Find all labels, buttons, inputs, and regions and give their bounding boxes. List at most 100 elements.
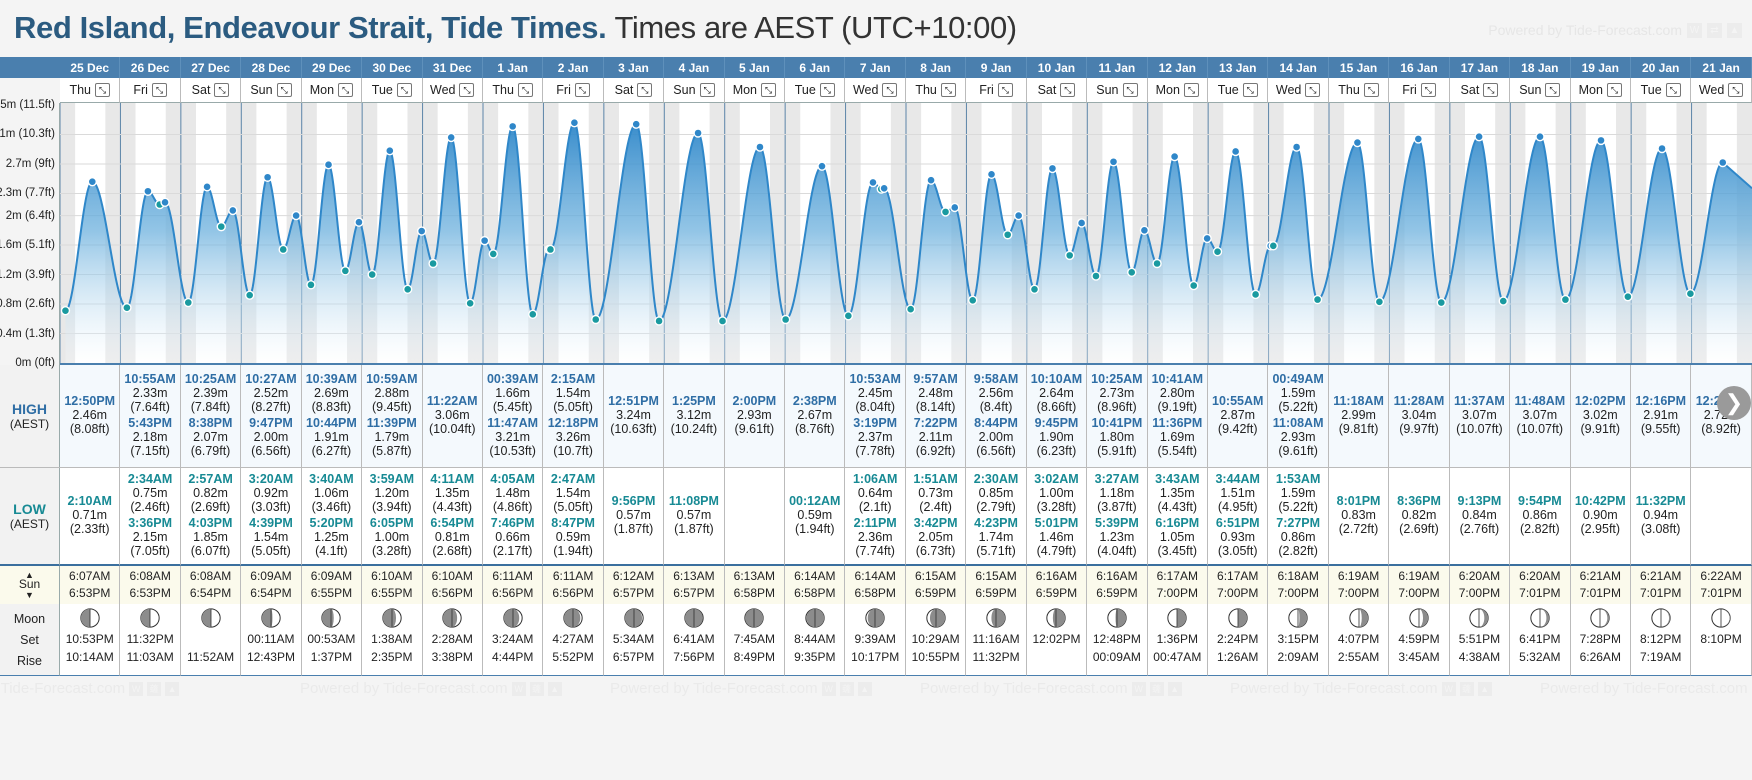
weekday-header-26: Tue ⤡ xyxy=(1630,78,1692,103)
moonset-time: 7:28PM xyxy=(1579,632,1621,646)
weekday-header-24: Sun ⤡ xyxy=(1510,78,1571,103)
low-tide-event-20-0: 1:53AM 1.59m (5.22ft) xyxy=(1276,472,1320,514)
expand-day-icon[interactable]: ⤡ xyxy=(997,83,1013,97)
expand-day-icon[interactable]: ⤡ xyxy=(1728,83,1744,97)
low-tide-event-16-0-time: 3:02AM xyxy=(1034,472,1079,486)
expand-day-icon[interactable]: ⤡ xyxy=(1305,83,1321,97)
expand-day-icon[interactable]: ⤡ xyxy=(1606,83,1622,97)
low-tide-event-13-1-time: 2:11PM xyxy=(853,516,897,530)
expand-day-icon[interactable]: ⤡ xyxy=(1242,83,1258,97)
expand-day-icon[interactable]: ⤡ xyxy=(1122,83,1138,97)
low-tide-event-7-1-time: 7:46PM xyxy=(490,516,535,530)
date-header-5: 30 Dec xyxy=(362,57,423,78)
high-tide-event-0-0-time: 12:50PM xyxy=(64,394,116,408)
expand-day-icon[interactable]: ⤡ xyxy=(1665,83,1681,97)
moonrise-time: 11:52AM xyxy=(186,650,235,664)
high-tide-event-24-0-time: 11:48AM xyxy=(1514,394,1566,408)
high-tide-point-43 xyxy=(879,183,889,194)
low-tide-event-1-0-time: 2:34AM xyxy=(127,472,173,486)
expand-day-icon[interactable]: ⤡ xyxy=(1060,83,1076,97)
expand-day-icon[interactable]: ⤡ xyxy=(151,83,167,97)
moon-cell-19: 2:24PM 1:26AM xyxy=(1208,604,1269,676)
expand-day-icon[interactable]: ⤡ xyxy=(761,83,777,97)
moonrise-time: 11:03AM xyxy=(126,650,174,664)
expand-day-icon[interactable]: ⤡ xyxy=(338,83,354,97)
moonset-time: 4:59PM xyxy=(1398,632,1440,646)
expand-day-icon[interactable]: ⤡ xyxy=(214,83,230,97)
moon-phase-icon xyxy=(623,608,644,628)
weekday-label: Sun xyxy=(1096,83,1119,97)
high-tide-cell-26: 12:16PM 2.91m (9.55ft) xyxy=(1630,365,1692,467)
high-tide-point-55 xyxy=(1076,218,1087,228)
moon-lit-area xyxy=(1418,608,1429,628)
high-tide-event-8-0-time: 2:15AM xyxy=(550,372,596,386)
moonrise-time: 4:38AM xyxy=(1458,650,1501,664)
expand-day-icon[interactable]: ⤡ xyxy=(819,83,835,97)
expand-day-icon[interactable]: ⤡ xyxy=(1183,83,1199,97)
high-tide-event-19-0-feet: (9.42ft) xyxy=(1217,422,1258,436)
moon-phase-icon xyxy=(1046,608,1067,628)
tide-chart-plot xyxy=(60,103,1752,365)
sunset-time: 7:00PM xyxy=(1156,586,1198,600)
high-tide-event-13-1-time: 3:19PM xyxy=(853,416,898,430)
expand-day-icon[interactable]: ⤡ xyxy=(699,83,715,97)
moonset-time: 1:36PM xyxy=(1156,632,1198,646)
low-tide-event-17-1-feet: (4.04ft) xyxy=(1097,544,1137,558)
high-tide-event-23-0-feet: (10.07ft) xyxy=(1456,422,1503,436)
moon-phase-icon xyxy=(321,608,342,628)
date-header-22: 16 Jan xyxy=(1389,57,1450,78)
low-tide-point-20 xyxy=(402,284,413,294)
expand-day-icon[interactable]: ⤡ xyxy=(940,83,956,97)
low-tide-event-2-1-time: 4:03PM xyxy=(188,516,233,530)
high-tide-cell-19: 10:55AM 2.87m (9.42ft) xyxy=(1208,365,1269,467)
expand-day-icon[interactable]: ⤡ xyxy=(94,83,110,97)
high-tide-event-3-1-feet: (6.56ft) xyxy=(251,444,291,458)
expand-day-icon[interactable]: ⤡ xyxy=(1483,83,1499,97)
moon-phase-icon xyxy=(1711,608,1731,628)
high-tide-event-13-0-metres: 2.45m xyxy=(857,386,893,400)
expand-day-icon[interactable]: ⤡ xyxy=(1420,83,1436,97)
expand-day-icon[interactable]: ⤡ xyxy=(637,83,653,97)
expand-day-icon[interactable]: ⤡ xyxy=(517,83,533,97)
expand-day-icon[interactable]: ⤡ xyxy=(459,83,475,97)
moonrise-time: 1:37PM xyxy=(310,650,353,664)
moonset-time xyxy=(209,630,212,648)
expand-day-icon[interactable]: ⤡ xyxy=(1545,83,1561,97)
low-tide-event-23-0-feet: (2.76ft) xyxy=(1459,522,1500,536)
date-header-21: 15 Jan xyxy=(1329,57,1390,78)
low-tide-event-16-1-time: 5:01PM xyxy=(1034,516,1079,530)
low-tide-event-4-1: 5:20PM 1.25m (4.1ft) xyxy=(310,516,354,558)
sunrise-time: 6:13AM xyxy=(733,568,776,583)
low-tide-event-5-1-feet: (3.28ft) xyxy=(372,544,412,558)
expand-day-icon[interactable]: ⤡ xyxy=(882,83,898,97)
low-tide-event-8-0: 2:47AM 1.54m (5.05ft) xyxy=(551,472,595,514)
high-tide-event-7-0-metres: 1.66m xyxy=(495,386,531,400)
expand-day-icon[interactable]: ⤡ xyxy=(574,83,590,97)
high-tide-event-6-0: 11:22AM 3.06m (10.04ft) xyxy=(427,394,478,436)
low-tide-event-2-0-metres: 0.82m xyxy=(193,486,228,500)
expand-day-icon[interactable]: ⤡ xyxy=(1363,83,1379,97)
high-tide-event-15-1: 8:44PM 2.00m (6.56ft) xyxy=(974,416,1018,458)
low-tide-event-1-0-feet: (2.46ft) xyxy=(130,500,170,514)
scroll-right-button[interactable]: ❯ xyxy=(1717,386,1751,420)
high-tide-event-5-1: 11:39PM 1.79m (5.87ft) xyxy=(367,416,417,458)
low-tide-point-10 xyxy=(244,290,255,300)
expand-day-icon[interactable]: ⤡ xyxy=(396,83,412,97)
low-tide-cell-8: 2:47AM 1.54m (5.05ft) 8:47PM 0.59m (1.94ft) xyxy=(543,468,604,566)
low-tide-event-8-1-feet: (1.94ft) xyxy=(553,544,593,558)
low-tide-event-13-1-metres: 2.36m xyxy=(857,530,893,544)
sun-cell-8: 6:11AM 6:56PM xyxy=(543,566,604,604)
high-tide-point-37 xyxy=(755,142,765,152)
high-tide-event-2-1-feet: (6.79ft) xyxy=(190,444,231,458)
low-tide-event-4-1-feet: (4.1ft) xyxy=(315,544,348,558)
expand-day-icon[interactable]: ⤡ xyxy=(276,83,292,97)
sunrise-time: 6:21AM xyxy=(1579,568,1621,583)
high-tide-event-14-1: 7:22PM 2.11m (6.92ft) xyxy=(914,416,958,458)
low-tide-event-5-1: 6:05PM 1.00m (3.28ft) xyxy=(370,516,414,558)
high-tide-point-65 xyxy=(1230,146,1241,157)
sun-cell-22: 6:19AM 7:00PM xyxy=(1389,566,1450,604)
high-tide-cell-16: 10:10AM 2.64m (8.66ft) 9:45PM 1.90m (6.23ft) xyxy=(1026,365,1088,467)
sun-cell-0: 6:07AM 6:53PM xyxy=(60,566,121,604)
low-tide-point-52 xyxy=(1029,284,1040,294)
